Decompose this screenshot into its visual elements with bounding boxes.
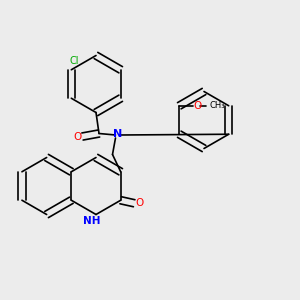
Text: Cl: Cl [70, 56, 79, 66]
Text: O: O [193, 101, 201, 111]
Text: O: O [73, 131, 81, 142]
Text: CH₃: CH₃ [209, 101, 225, 110]
Text: N: N [113, 128, 122, 139]
Text: O: O [136, 198, 144, 208]
Text: NH: NH [83, 215, 100, 226]
